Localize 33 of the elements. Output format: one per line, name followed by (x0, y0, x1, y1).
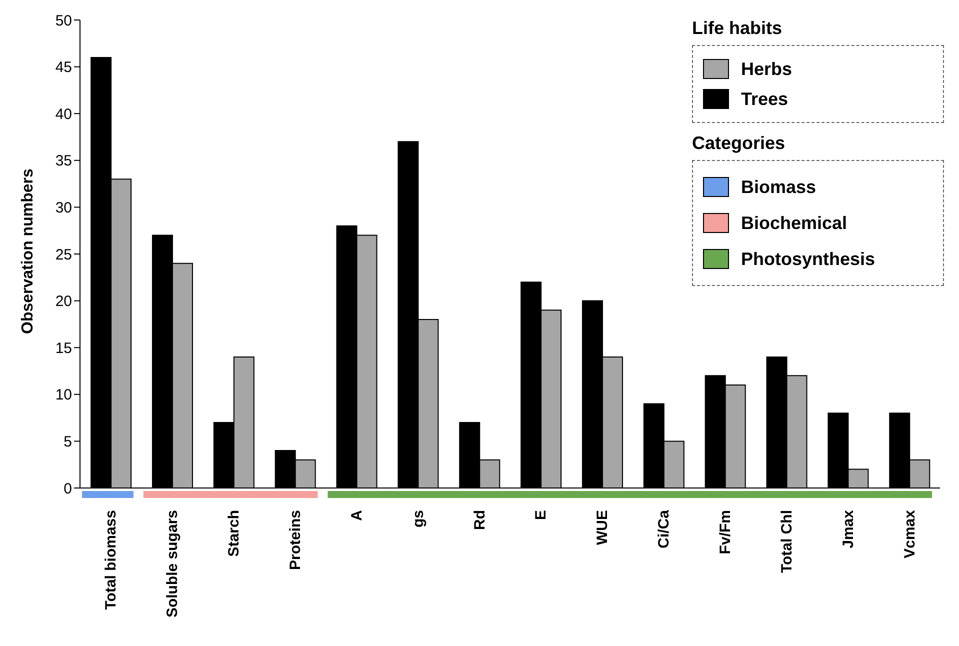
x-tick-label: Ci/Ca (656, 509, 673, 548)
annotation: Categories (692, 133, 786, 154)
y-axis-title: Observation numbers (20, 168, 37, 334)
annotation: Photosynthesis (740, 248, 876, 271)
x-tick-label: Starch (226, 510, 243, 557)
y-tick-label: 25 (55, 246, 72, 264)
annotation: Biochemical (740, 212, 848, 234)
y-tick-label: 10 (55, 386, 72, 404)
x-tick-label: gs (410, 510, 427, 528)
x-tick-label: Total Chl (778, 510, 796, 574)
legend-label: Trees (740, 88, 790, 110)
annotation: Biomass (740, 176, 818, 198)
x-tick-label: Jmax (840, 509, 857, 548)
x-tick-label: Fv/Fm (717, 510, 734, 554)
y-tick-label: 35 (55, 152, 72, 170)
y-tick-label: 5 (64, 434, 72, 451)
x-tick-label: Proteins (287, 510, 304, 570)
y-tick-label: 0 (64, 480, 72, 498)
y-tick-label: 15 (55, 340, 72, 357)
x-tick-label: WUE (594, 510, 612, 545)
x-tick-label: Soluble sugars (164, 510, 182, 618)
y-tick-label: 30 (55, 200, 72, 217)
legend-title: Life habits (692, 18, 784, 39)
x-tick-label: Total biomass (102, 510, 120, 610)
y-tick-label: 20 (55, 293, 72, 310)
x-tick-label: E (532, 510, 550, 520)
x-tick-label: Vcmax (901, 509, 918, 558)
y-tick-label: 45 (55, 59, 72, 76)
y-tick-label: 50 (55, 12, 72, 30)
legend-label: Herbs (740, 58, 794, 80)
x-tick-label: A (348, 510, 366, 521)
y-tick-label: 40 (55, 106, 72, 123)
x-tick-label: Rd (471, 510, 488, 530)
